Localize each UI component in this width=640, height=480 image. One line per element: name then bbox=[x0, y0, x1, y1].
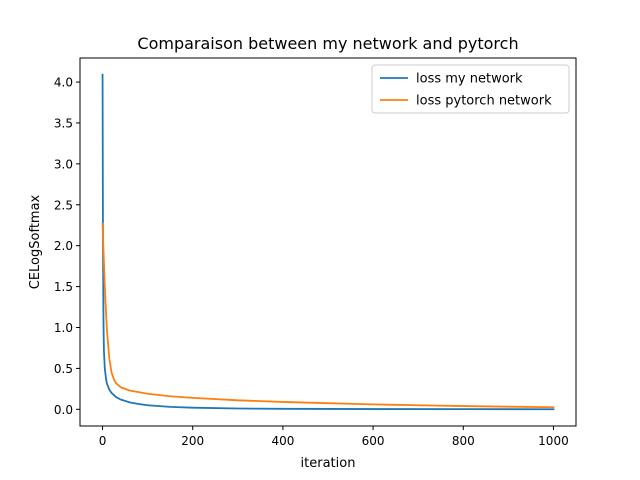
y-tick-label: 1.5 bbox=[54, 280, 73, 294]
y-tick-label: 1.0 bbox=[54, 321, 73, 335]
axes-frame bbox=[79, 57, 577, 427]
y-tick-label: 2.0 bbox=[54, 239, 73, 253]
y-tick-label: 0.0 bbox=[54, 403, 73, 417]
legend-box bbox=[371, 64, 570, 114]
plot-lines bbox=[101, 73, 555, 411]
y-tick-label: 4.0 bbox=[54, 76, 73, 90]
x-tick-label: 1000 bbox=[538, 434, 569, 448]
y-tick-label: 0.5 bbox=[54, 362, 73, 376]
x-tick-label: 800 bbox=[452, 434, 475, 448]
x-axis: 0 200 400 600 800 1000 bbox=[99, 426, 569, 448]
legend: loss my network loss pytorch network bbox=[371, 64, 570, 114]
x-axis-label: iteration bbox=[301, 456, 356, 471]
y-axis: 0.0 0.5 1.0 1.5 2.0 2.5 3.0 3.5 4.0 bbox=[54, 76, 80, 417]
x-tick-label: 0 bbox=[99, 434, 107, 448]
y-axis-label: CELogSoftmax bbox=[28, 194, 43, 289]
y-tick-label: 3.0 bbox=[54, 157, 73, 171]
series-line-2 bbox=[101, 222, 555, 409]
legend-label-2: loss pytorch network bbox=[416, 94, 552, 109]
x-tick-label: 600 bbox=[362, 434, 385, 448]
x-tick-label: 200 bbox=[181, 434, 204, 448]
y-tick-label: 2.5 bbox=[54, 198, 73, 212]
series-line-1 bbox=[101, 73, 555, 411]
legend-label-1: loss my network bbox=[416, 72, 523, 87]
x-tick-label: 400 bbox=[271, 434, 294, 448]
chart-title: Comparaison between my network and pytor… bbox=[137, 34, 518, 53]
y-tick-label: 3.5 bbox=[54, 116, 73, 130]
